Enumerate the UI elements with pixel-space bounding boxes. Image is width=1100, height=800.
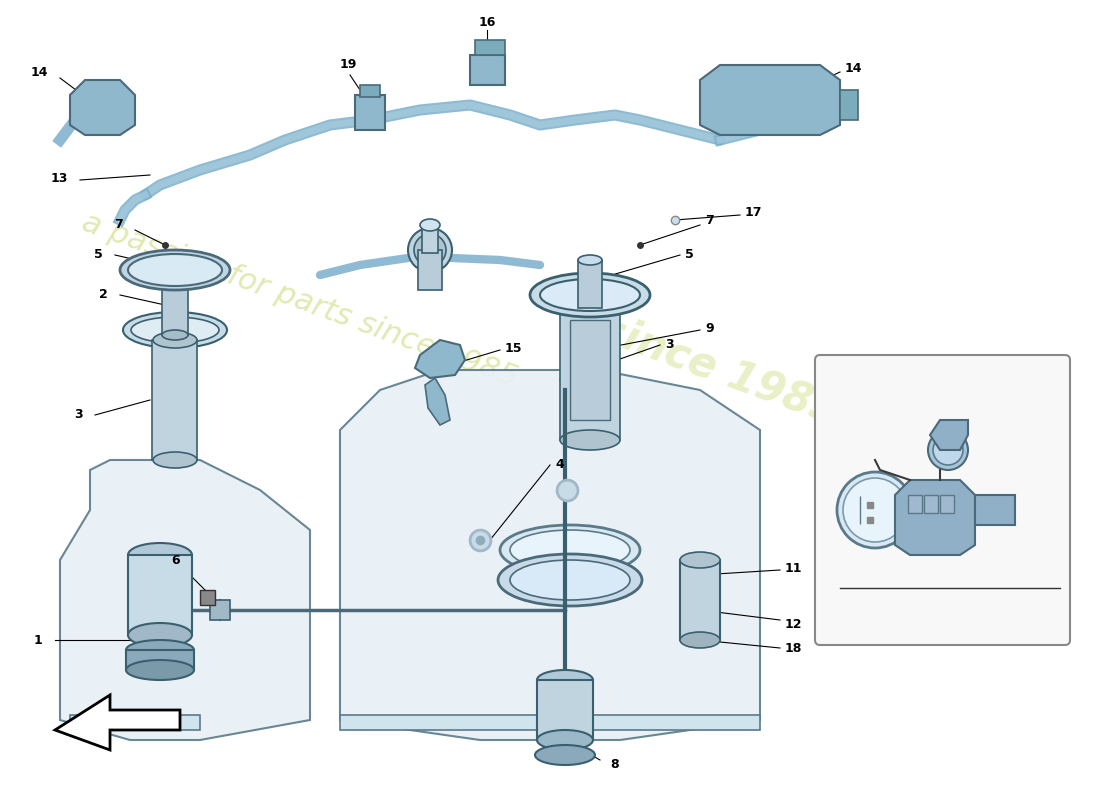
Ellipse shape xyxy=(153,332,197,348)
Ellipse shape xyxy=(680,632,720,648)
Ellipse shape xyxy=(131,317,219,343)
Bar xyxy=(355,95,385,130)
Ellipse shape xyxy=(128,254,222,286)
Ellipse shape xyxy=(126,640,194,660)
Ellipse shape xyxy=(162,330,188,340)
Text: 7: 7 xyxy=(114,218,123,231)
Text: 10: 10 xyxy=(940,593,959,607)
Text: eurocarparts: eurocarparts xyxy=(210,176,890,624)
Polygon shape xyxy=(70,80,135,135)
Polygon shape xyxy=(55,695,180,750)
Bar xyxy=(210,600,230,620)
Text: 1: 1 xyxy=(33,634,42,646)
Polygon shape xyxy=(895,480,975,555)
Ellipse shape xyxy=(162,275,188,285)
Text: 18: 18 xyxy=(785,642,802,654)
FancyBboxPatch shape xyxy=(815,355,1070,645)
Ellipse shape xyxy=(530,273,650,317)
Ellipse shape xyxy=(498,554,642,606)
Ellipse shape xyxy=(128,623,192,647)
Text: 6: 6 xyxy=(172,554,180,566)
Text: 11: 11 xyxy=(785,562,803,574)
Text: 21: 21 xyxy=(923,569,940,582)
Ellipse shape xyxy=(500,525,640,575)
Bar xyxy=(360,85,379,97)
Text: 5: 5 xyxy=(685,249,694,262)
Text: 8: 8 xyxy=(610,758,618,771)
Bar xyxy=(422,225,438,253)
Ellipse shape xyxy=(128,543,192,567)
Polygon shape xyxy=(70,715,200,730)
Ellipse shape xyxy=(414,234,446,266)
Text: 14: 14 xyxy=(31,66,48,79)
Ellipse shape xyxy=(928,430,968,470)
Ellipse shape xyxy=(540,279,640,311)
Bar xyxy=(162,280,188,335)
Polygon shape xyxy=(475,40,505,55)
Ellipse shape xyxy=(408,228,452,272)
Text: 9: 9 xyxy=(705,322,714,334)
Bar xyxy=(578,260,602,308)
Ellipse shape xyxy=(560,430,620,450)
Polygon shape xyxy=(60,460,310,740)
Polygon shape xyxy=(425,378,450,425)
Ellipse shape xyxy=(126,660,194,680)
Bar xyxy=(840,90,858,120)
Text: 3: 3 xyxy=(75,409,82,422)
Text: 13: 13 xyxy=(51,171,68,185)
Ellipse shape xyxy=(837,472,913,548)
Ellipse shape xyxy=(933,435,962,465)
Bar xyxy=(560,310,620,440)
Ellipse shape xyxy=(537,730,593,750)
Ellipse shape xyxy=(420,219,440,231)
Ellipse shape xyxy=(510,560,630,600)
Bar xyxy=(152,340,197,460)
Bar xyxy=(924,495,938,513)
Bar xyxy=(126,650,194,670)
Text: 7: 7 xyxy=(705,214,714,226)
Ellipse shape xyxy=(123,312,227,348)
Text: 4: 4 xyxy=(556,458,563,471)
Bar xyxy=(975,495,1015,525)
Text: 12: 12 xyxy=(785,618,803,631)
Text: 23: 23 xyxy=(867,569,883,582)
Polygon shape xyxy=(415,340,465,378)
Text: 15: 15 xyxy=(505,342,522,354)
Bar xyxy=(418,250,442,290)
Ellipse shape xyxy=(153,452,197,468)
Bar xyxy=(200,590,214,605)
Ellipse shape xyxy=(843,478,908,542)
Polygon shape xyxy=(930,420,968,450)
Text: a passion for parts since 1985: a passion for parts since 1985 xyxy=(78,207,521,393)
Text: 19: 19 xyxy=(339,58,356,71)
Ellipse shape xyxy=(578,255,602,265)
Polygon shape xyxy=(700,65,840,135)
Text: 14: 14 xyxy=(845,62,862,74)
Polygon shape xyxy=(340,715,760,730)
Ellipse shape xyxy=(680,552,720,568)
Ellipse shape xyxy=(120,250,230,290)
Text: 16: 16 xyxy=(478,15,496,29)
Ellipse shape xyxy=(535,745,595,765)
Text: 3: 3 xyxy=(666,338,673,351)
Bar xyxy=(470,55,505,85)
Bar xyxy=(128,555,192,635)
Text: 17: 17 xyxy=(745,206,762,219)
Text: 2: 2 xyxy=(99,289,108,302)
Text: 20: 20 xyxy=(952,569,969,582)
Text: 22: 22 xyxy=(997,569,1014,582)
Ellipse shape xyxy=(537,670,593,690)
Bar xyxy=(940,495,954,513)
Bar xyxy=(908,495,922,513)
Polygon shape xyxy=(340,370,760,740)
Bar xyxy=(570,320,611,420)
Ellipse shape xyxy=(510,530,630,570)
Text: 5: 5 xyxy=(95,249,103,262)
Bar xyxy=(537,680,593,740)
Text: since 1985: since 1985 xyxy=(594,307,846,433)
Bar xyxy=(680,560,720,640)
